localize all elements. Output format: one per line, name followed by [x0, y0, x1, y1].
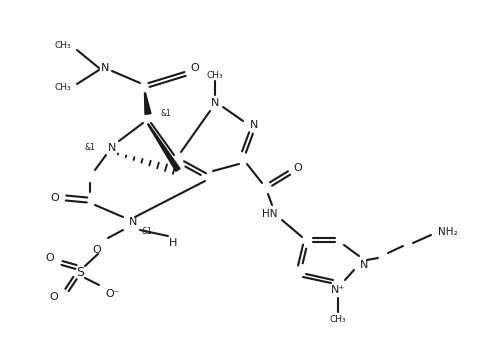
Text: N⁺: N⁺ — [331, 285, 345, 295]
Text: O: O — [46, 253, 54, 263]
Text: O⁻: O⁻ — [106, 289, 120, 299]
Text: HN: HN — [262, 209, 278, 219]
Text: H: H — [169, 238, 177, 248]
Text: N: N — [101, 63, 109, 73]
Text: S: S — [76, 267, 84, 280]
Text: N: N — [129, 217, 137, 227]
Polygon shape — [148, 124, 180, 171]
Text: &1: &1 — [142, 228, 152, 237]
Text: CH₃: CH₃ — [330, 314, 346, 324]
Text: O: O — [50, 292, 58, 302]
Text: N: N — [108, 143, 116, 153]
Text: O: O — [190, 63, 200, 73]
Text: &1: &1 — [84, 143, 96, 153]
Text: NH₂: NH₂ — [438, 227, 458, 237]
Text: CH₃: CH₃ — [206, 70, 224, 80]
Text: N: N — [360, 260, 368, 270]
Text: O: O — [294, 163, 302, 173]
Text: N: N — [211, 98, 219, 108]
Text: CH₃: CH₃ — [54, 42, 71, 51]
Text: O: O — [92, 245, 102, 255]
Text: O: O — [50, 193, 59, 203]
Text: N: N — [250, 120, 258, 130]
Text: &1: &1 — [160, 110, 172, 119]
Polygon shape — [144, 93, 151, 114]
Text: CH₃: CH₃ — [54, 82, 71, 91]
